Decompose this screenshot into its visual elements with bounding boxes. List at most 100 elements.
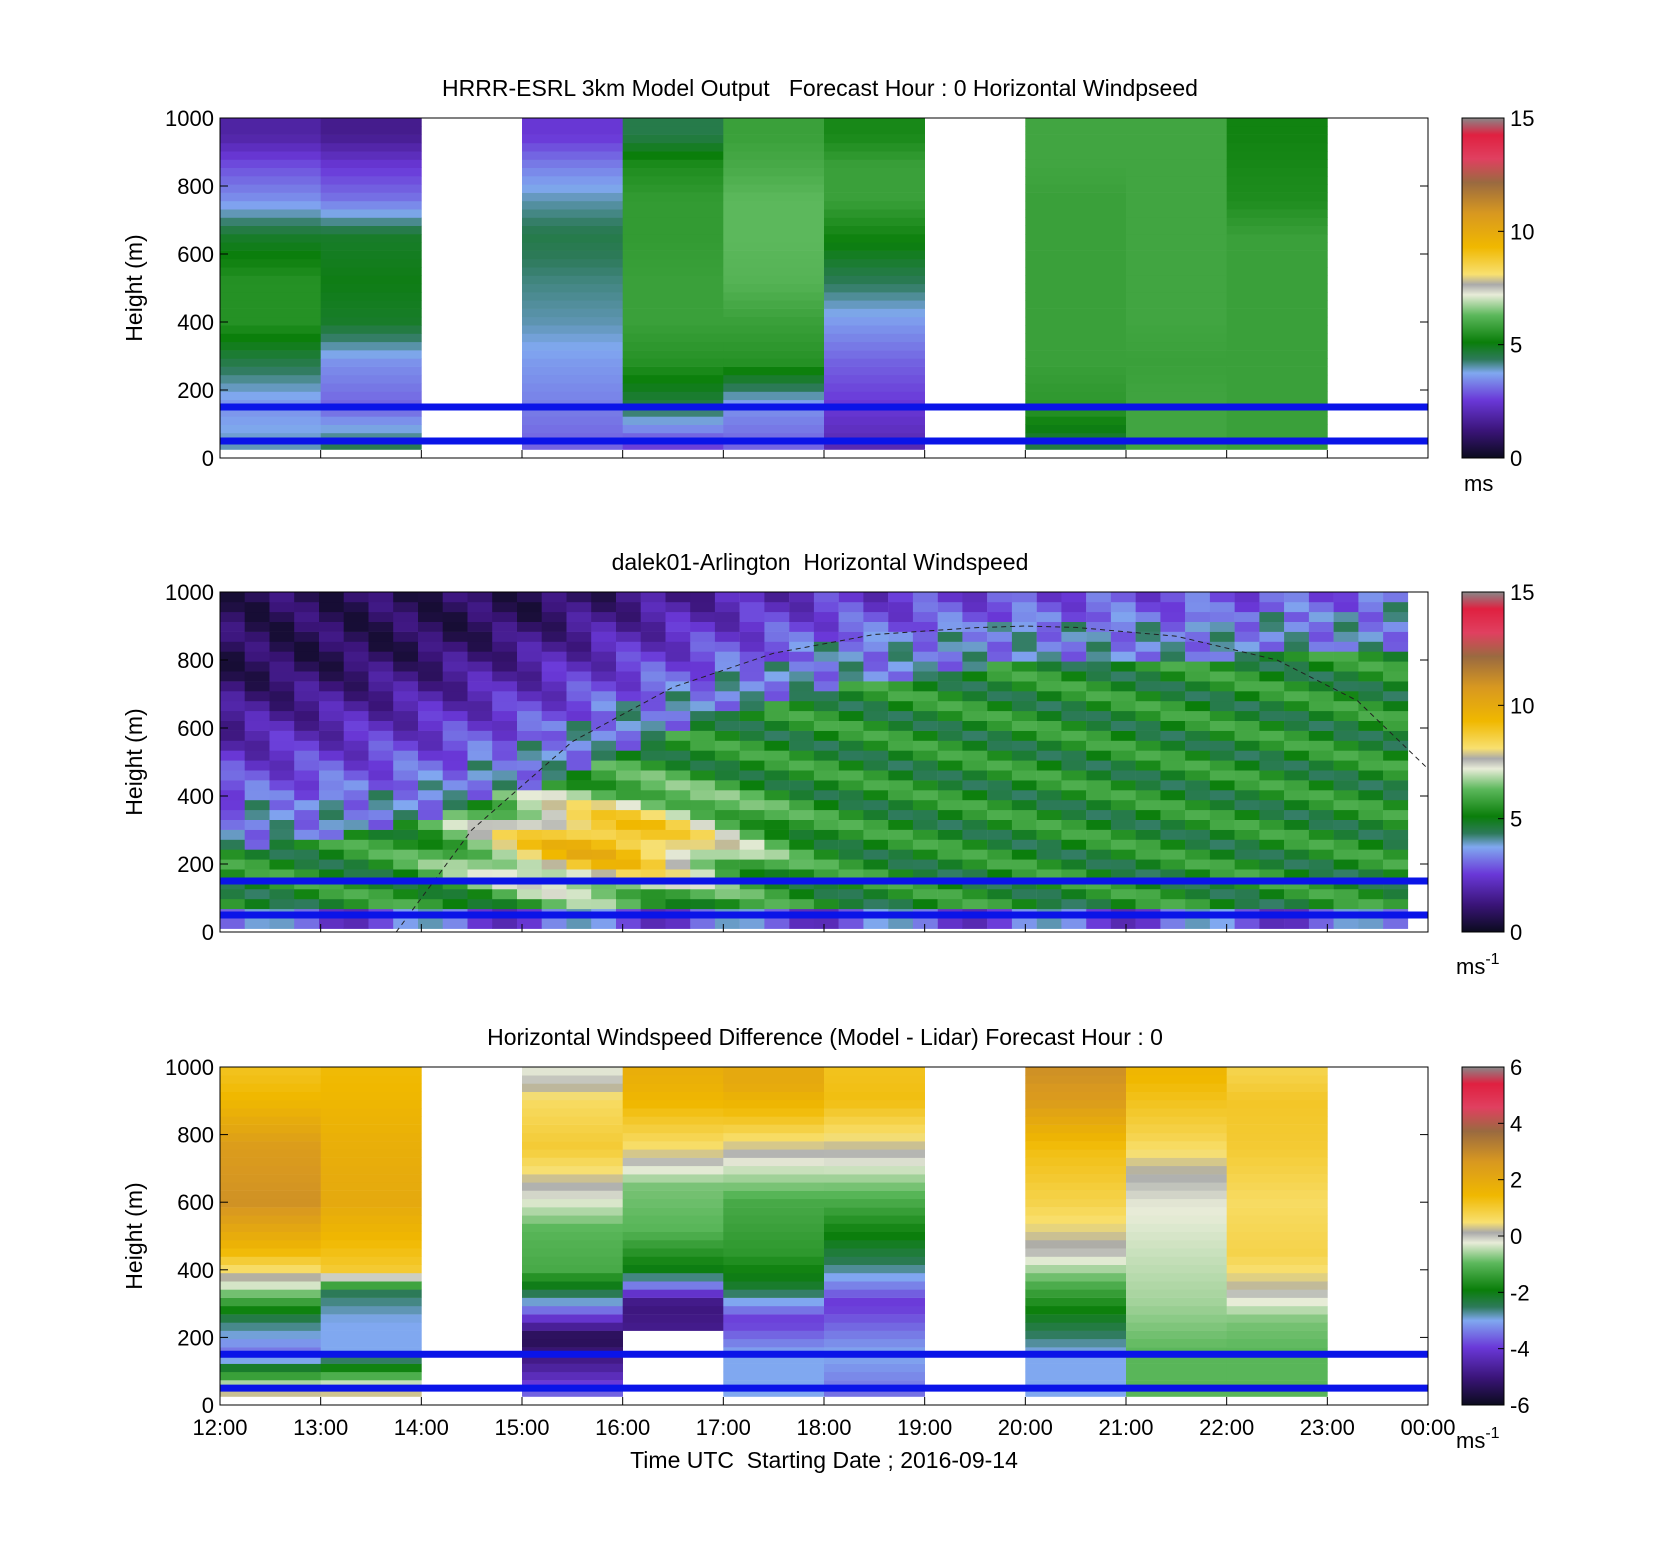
heatmap-cell	[640, 631, 666, 642]
heatmap-cell	[1135, 601, 1161, 613]
heatmap-cell	[541, 889, 567, 900]
heatmap-cell	[591, 592, 617, 603]
heatmap-cell	[1110, 898, 1136, 910]
heatmap-cell	[1160, 780, 1186, 791]
x-tick-label: 12:00	[192, 1415, 247, 1440]
heatmap-cell	[616, 770, 641, 781]
heatmap-cell	[1333, 790, 1359, 801]
y-tick-label: 600	[177, 1190, 214, 1215]
heatmap-cell	[723, 242, 825, 251]
heatmap-cell	[622, 184, 724, 193]
heatmap-cell	[1126, 1091, 1227, 1101]
heatmap-cell	[442, 641, 468, 652]
heatmap-cell	[492, 829, 518, 840]
heatmap-cell	[492, 720, 518, 731]
heatmap-cell	[1259, 799, 1285, 811]
heatmap-cell	[220, 829, 245, 840]
heatmap-cell	[1358, 621, 1384, 632]
heatmap-cell	[522, 118, 623, 127]
heatmap-cell	[220, 1190, 321, 1200]
heatmap-cell	[418, 819, 443, 830]
heatmap-cell	[824, 126, 925, 135]
heatmap-cell	[1110, 671, 1136, 682]
heatmap-cell	[962, 750, 988, 761]
heatmap-cell	[244, 829, 270, 840]
heatmap-cell	[888, 859, 914, 870]
heatmap-cell	[1358, 631, 1384, 642]
heatmap-cell	[714, 710, 740, 721]
heatmap-cell	[1226, 350, 1328, 359]
heatmap-cell	[1383, 631, 1409, 642]
heatmap-cell	[393, 592, 419, 603]
heatmap-cell	[723, 225, 825, 235]
heatmap-cell	[1011, 681, 1037, 692]
heatmap-cell	[294, 918, 320, 929]
heatmap-cell	[838, 799, 864, 811]
heatmap-cell	[320, 267, 422, 276]
heatmap-cell	[220, 391, 321, 401]
heatmap-cell	[714, 611, 740, 622]
heatmap-cell	[1126, 308, 1227, 318]
heatmap-cell	[294, 898, 320, 910]
heatmap-cell	[220, 1256, 321, 1265]
heatmap-cell	[863, 671, 889, 682]
heatmap-cell	[937, 691, 963, 702]
heatmap-cell	[813, 790, 839, 801]
heatmap-cell	[1110, 750, 1136, 761]
heatmap-cell	[739, 839, 765, 850]
heatmap-cell	[723, 1100, 825, 1109]
heatmap-cell	[723, 416, 825, 425]
heatmap-cell	[244, 691, 270, 702]
heatmap-cell	[824, 1067, 925, 1076]
heatmap-cell	[789, 631, 815, 642]
heatmap-cell	[320, 217, 422, 226]
heatmap-cell	[1185, 700, 1211, 712]
heatmap-cell	[319, 750, 344, 761]
heatmap-cell	[220, 200, 321, 210]
heatmap-cell	[1226, 1157, 1328, 1167]
heatmap-cell	[1061, 869, 1087, 880]
heatmap-cell	[1234, 770, 1260, 781]
heatmap-cell	[838, 730, 864, 741]
heatmap-cell	[863, 710, 889, 721]
heatmap-cell	[1025, 1330, 1127, 1340]
heatmap-cell	[1333, 799, 1359, 811]
heatmap-cell	[937, 918, 963, 929]
heatmap-cell	[1025, 1305, 1127, 1315]
heatmap-cell	[220, 126, 321, 135]
heatmap-cell	[467, 710, 493, 721]
heatmap-cell	[665, 750, 691, 761]
heatmap-cell	[220, 869, 245, 880]
heatmap-cell	[723, 383, 825, 392]
heatmap-cell	[838, 889, 864, 900]
heatmap-cell	[220, 159, 321, 168]
heatmap-cell	[622, 1141, 724, 1150]
heatmap-cell	[393, 809, 419, 820]
heatmap-cell	[813, 770, 839, 781]
heatmap-cell	[566, 898, 592, 910]
panel-difference-title: Horizontal Windspeed Difference (Model -…	[487, 1024, 1163, 1050]
heatmap-cell	[319, 681, 344, 692]
heatmap-cell	[269, 829, 295, 840]
heatmap-cell	[1358, 849, 1384, 860]
heatmap-cell	[320, 1256, 422, 1265]
heatmap-cell	[1226, 432, 1328, 442]
heatmap-cell	[640, 760, 666, 771]
heatmap-cell	[442, 691, 468, 702]
heatmap-cell	[1358, 809, 1384, 820]
heatmap-cell	[522, 1215, 623, 1224]
heatmap-cell	[723, 358, 825, 367]
heatmap-cell	[1259, 898, 1285, 910]
heatmap-cell	[492, 671, 518, 682]
heatmap-cell	[220, 819, 245, 830]
heatmap-cell	[418, 918, 443, 929]
heatmap-cell	[1358, 611, 1384, 622]
heatmap-cell	[739, 691, 765, 702]
heatmap-cell	[1025, 267, 1127, 276]
heatmap-cell	[789, 799, 815, 811]
heatmap-cell	[813, 710, 839, 721]
heatmap-cell	[467, 740, 493, 751]
heatmap-cell	[1110, 809, 1136, 820]
heatmap-cell	[517, 770, 542, 781]
heatmap-cell	[723, 1165, 825, 1175]
